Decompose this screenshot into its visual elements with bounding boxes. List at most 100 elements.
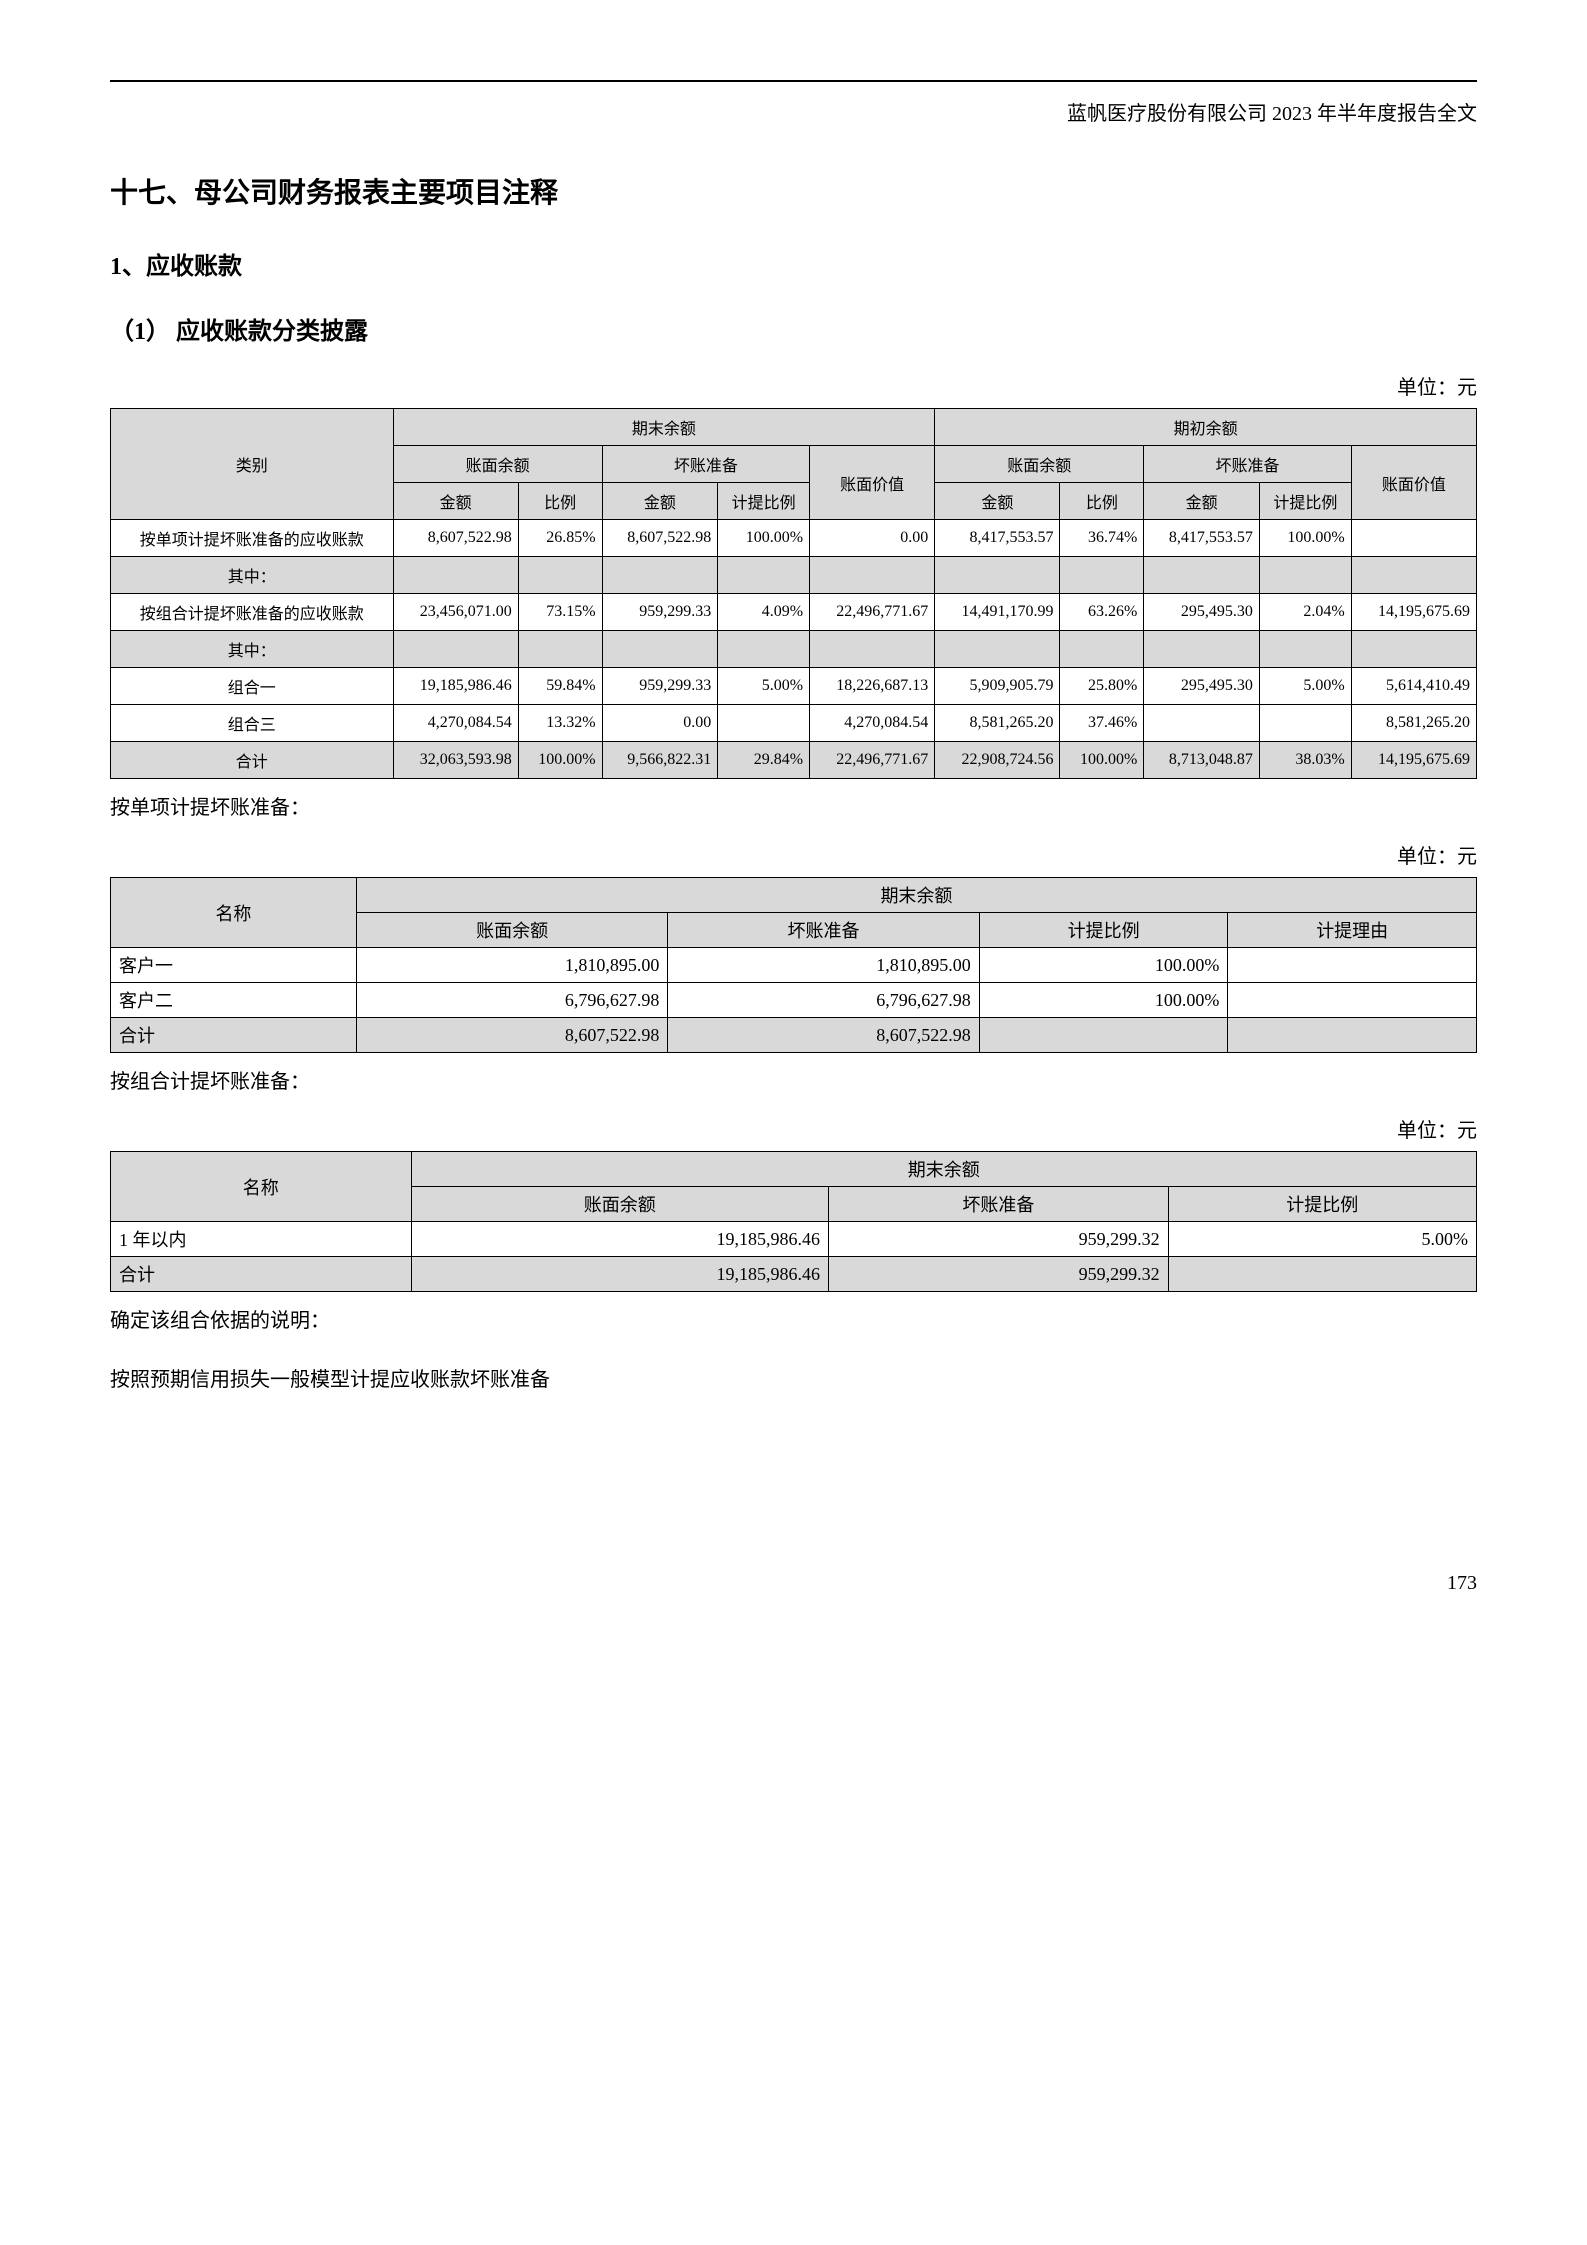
th-end-balance: 期末余额 [356, 878, 1476, 913]
th-ratio: 计提比例 [979, 913, 1228, 948]
cell: 8,581,265.20 [935, 705, 1060, 742]
th-book-balance-begin: 账面余额 [935, 446, 1144, 483]
cell: 29.84% [718, 742, 810, 779]
cell: 100.00% [518, 742, 602, 779]
cell: 959,299.32 [829, 1257, 1169, 1292]
cell: 959,299.33 [602, 594, 718, 631]
cell: 19,185,986.46 [411, 1222, 829, 1257]
cell: 22,908,724.56 [935, 742, 1060, 779]
page-number: 173 [110, 1572, 1477, 1595]
note-group-provision: 按组合计提坏账准备： [110, 1065, 1477, 1094]
cell: 100.00% [979, 983, 1228, 1018]
th-bad-debt: 坏账准备 [829, 1187, 1169, 1222]
cell: 1,810,895.00 [668, 948, 979, 983]
cell: 5.00% [1259, 668, 1351, 705]
cell: 959,299.33 [602, 668, 718, 705]
cell: 8,607,522.98 [668, 1018, 979, 1053]
cell: 959,299.32 [829, 1222, 1169, 1257]
th-ratio: 比例 [518, 483, 602, 520]
row-label: 合计 [111, 1257, 412, 1292]
cell [1351, 557, 1476, 594]
cell [602, 631, 718, 668]
cell: 6,796,627.98 [668, 983, 979, 1018]
unit-label-1: 单位：元 [110, 371, 1477, 400]
cell [1228, 983, 1477, 1018]
cell: 59.84% [518, 668, 602, 705]
cell: 9,566,822.31 [602, 742, 718, 779]
cell: 18,226,687.13 [810, 668, 935, 705]
cell [1144, 557, 1260, 594]
th-name: 名称 [111, 878, 357, 948]
cell: 13.32% [518, 705, 602, 742]
th-ratio2: 计提比例 [718, 483, 810, 520]
cell: 26.85% [518, 520, 602, 557]
row-label: 组合三 [111, 705, 394, 742]
row-label: 合计 [111, 1018, 357, 1053]
cell [1259, 557, 1351, 594]
cell: 8,417,553.57 [935, 520, 1060, 557]
cell: 14,195,675.69 [1351, 742, 1476, 779]
th-ratio: 计提比例 [1168, 1187, 1476, 1222]
cell: 1,810,895.00 [356, 948, 667, 983]
cell [1351, 631, 1476, 668]
th-end-balance: 期末余额 [393, 409, 935, 446]
th-amount: 金额 [393, 483, 518, 520]
cell: 100.00% [1060, 742, 1144, 779]
cell: 32,063,593.98 [393, 742, 518, 779]
doc-header: 蓝帆医疗股份有限公司 2023 年半年度报告全文 [110, 92, 1477, 126]
cell [1168, 1257, 1476, 1292]
cell: 63.26% [1060, 594, 1144, 631]
cell [602, 557, 718, 594]
cell [935, 631, 1060, 668]
cell [1144, 631, 1260, 668]
row-label: 组合一 [111, 668, 394, 705]
cell: 23,456,071.00 [393, 594, 518, 631]
th-book-balance: 账面余额 [356, 913, 667, 948]
table-single-provision: 名称 期末余额 账面余额 坏账准备 计提比例 计提理由 客户一1,810,895… [110, 877, 1477, 1053]
table-receivables-classification: 类别 期末余额 期初余额 账面余额 坏账准备 账面价值 账面余额 坏账准备 账面… [110, 408, 1477, 779]
subsubsection-heading-1: （1） 应收账款分类披露 [110, 311, 1477, 346]
cell: 100.00% [979, 948, 1228, 983]
th-bad-debt: 坏账准备 [668, 913, 979, 948]
cell: 8,417,553.57 [1144, 520, 1260, 557]
cell: 73.15% [518, 594, 602, 631]
cell: 14,195,675.69 [1351, 594, 1476, 631]
note-model: 按照预期信用损失一般模型计提应收账款坏账准备 [110, 1363, 1477, 1392]
cell: 5,614,410.49 [1351, 668, 1476, 705]
cell: 22,496,771.67 [810, 742, 935, 779]
cell: 295,495.30 [1144, 668, 1260, 705]
cell [718, 705, 810, 742]
cell: 36.74% [1060, 520, 1144, 557]
cell: 6,796,627.98 [356, 983, 667, 1018]
note-basis: 确定该组合依据的说明： [110, 1304, 1477, 1333]
cell [718, 631, 810, 668]
cell: 0.00 [602, 705, 718, 742]
cell [1351, 520, 1476, 557]
row-label: 按单项计提坏账准备的应收账款 [111, 520, 394, 557]
cell: 22,496,771.67 [810, 594, 935, 631]
cell: 5.00% [718, 668, 810, 705]
th-end-balance: 期末余额 [411, 1152, 1476, 1187]
th-ratio2: 计提比例 [1259, 483, 1351, 520]
cell: 4.09% [718, 594, 810, 631]
cell: 37.46% [1060, 705, 1144, 742]
table-group-provision: 名称 期末余额 账面余额 坏账准备 计提比例 1 年以内19,185,986.4… [110, 1151, 1477, 1292]
subsection-heading-1: 1、应收账款 [110, 246, 1477, 281]
cell [393, 631, 518, 668]
cell: 19,185,986.46 [393, 668, 518, 705]
cell: 8,607,522.98 [393, 520, 518, 557]
cell: 8,607,522.98 [602, 520, 718, 557]
unit-label-3: 单位：元 [110, 1114, 1477, 1143]
th-amount: 金额 [1144, 483, 1260, 520]
th-book-value-end: 账面价值 [810, 446, 935, 520]
cell [979, 1018, 1228, 1053]
th-reason: 计提理由 [1228, 913, 1477, 948]
section-heading-17: 十七、母公司财务报表主要项目注释 [110, 171, 1477, 211]
cell: 4,270,084.54 [393, 705, 518, 742]
cell: 38.03% [1259, 742, 1351, 779]
cell: 100.00% [1259, 520, 1351, 557]
row-label: 其中： [111, 557, 394, 594]
header-rule [110, 80, 1477, 82]
cell: 8,581,265.20 [1351, 705, 1476, 742]
row-label: 合计 [111, 742, 394, 779]
